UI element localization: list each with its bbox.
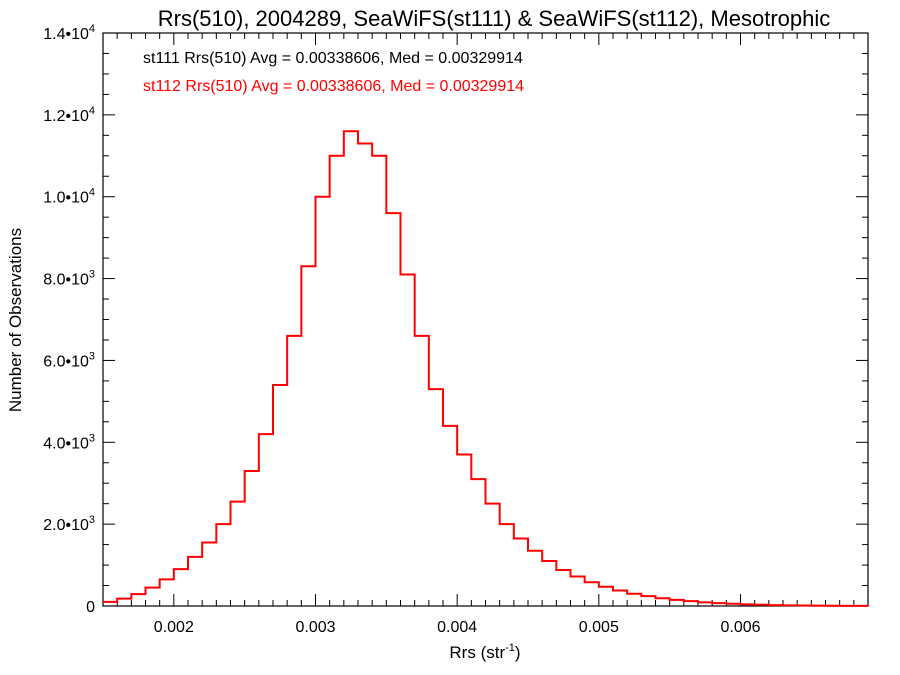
y-tick-exponent: 4: [89, 105, 95, 117]
plot-frame: [102, 32, 869, 607]
y-tick-label: 6.0•103: [43, 350, 95, 370]
y-tick-label: 8.0•103: [43, 269, 95, 289]
y-tick-mantissa: 6.0•10: [43, 353, 89, 370]
y-tick-label: 1.0•104: [43, 187, 95, 207]
x-axis: 0.002 0.003 0.004 0.005 0.006: [116, 33, 855, 636]
y-tick-label: 1.2•104: [43, 105, 95, 125]
y-tick-mantissa: 4.0•10: [43, 435, 89, 452]
y-tick-mantissa: 1.2•10: [43, 108, 89, 125]
y-axis: 02.0•1034.0•1036.0•1038.0•1031.0•1041.2•…: [43, 23, 868, 616]
y-tick-exponent: 3: [89, 350, 95, 362]
x-axis-label: Rrs (str-1): [449, 642, 520, 662]
x-axis-label-main: Rrs (str: [449, 643, 505, 662]
y-axis-label: Number of Observations: [6, 228, 25, 412]
y-tick-mantissa: 1.4•10: [43, 26, 89, 43]
x-axis-label-exponent: -1: [505, 642, 515, 654]
x-tick-label: 0.002: [154, 619, 194, 636]
series-layer: [103, 130, 869, 607]
x-axis-label-suffix: ): [515, 643, 521, 662]
chart-title: Rrs(510), 2004289, SeaWiFS(st111) & SeaW…: [158, 6, 830, 31]
x-tick-label: 0.003: [295, 619, 335, 636]
series-line: [103, 130, 869, 607]
annotation-st112: st112 Rrs(510) Avg = 0.00338606, Med = 0…: [143, 78, 524, 95]
y-tick-exponent: 4: [89, 187, 95, 199]
y-tick-label: 0: [86, 599, 95, 616]
y-tick-mantissa: 8.0•10: [43, 272, 89, 289]
x-tick-label: 0.004: [437, 619, 477, 636]
y-tick-exponent: 3: [89, 269, 95, 281]
y-tick-mantissa: 2.0•10: [43, 517, 89, 534]
y-tick-mantissa: 1.0•10: [43, 190, 89, 207]
y-tick-exponent: 3: [89, 514, 95, 526]
y-tick-exponent: 4: [89, 23, 95, 35]
y-tick-label: 4.0•103: [43, 432, 95, 452]
y-tick-label: 2.0•103: [43, 514, 95, 534]
y-tick-exponent: 3: [89, 432, 95, 444]
y-tick-label: 1.4•104: [43, 23, 95, 43]
x-tick-label: 0.006: [720, 619, 760, 636]
y-tick-mantissa: 0: [86, 599, 95, 616]
annotation-st111: st111 Rrs(510) Avg = 0.00338606, Med = 0…: [143, 50, 523, 67]
x-tick-label: 0.005: [579, 619, 619, 636]
